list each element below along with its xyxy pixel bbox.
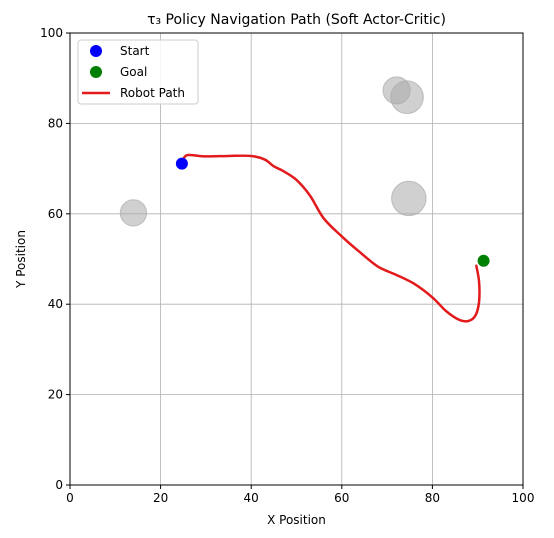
x-axis-label: X Position xyxy=(267,513,326,527)
y-tick-label: 60 xyxy=(48,207,63,221)
legend-goal-marker xyxy=(90,66,102,78)
y-tick-label: 80 xyxy=(48,116,63,130)
legend-start-marker xyxy=(90,45,102,57)
plot-frame xyxy=(69,32,524,486)
markers xyxy=(175,157,490,267)
x-tick-label: 20 xyxy=(153,491,168,505)
x-tick-label: 80 xyxy=(425,491,440,505)
x-tick-label: 60 xyxy=(334,491,349,505)
obstacle xyxy=(119,199,148,227)
legend-goal-label: Goal xyxy=(120,65,147,79)
robot-path-line xyxy=(182,153,481,323)
legend: Start Goal Robot Path xyxy=(77,39,199,105)
y-tick-label: 40 xyxy=(48,297,63,311)
legend-box xyxy=(77,39,199,105)
legend-path-label: Robot Path xyxy=(120,86,185,100)
legend-start-label: Start xyxy=(120,44,150,58)
y-tick-label: 0 xyxy=(55,478,63,492)
chart-title: τ₃ Policy Navigation Path (Soft Actor-Cr… xyxy=(147,12,446,28)
x-tick-label: 0 xyxy=(66,491,74,505)
obstacles xyxy=(119,76,427,227)
start-marker xyxy=(175,157,188,170)
x-tick-label: 40 xyxy=(244,491,259,505)
y-tick-label: 20 xyxy=(48,388,63,402)
y-tick-label: 100 xyxy=(40,26,63,40)
y-axis-label: Y Position xyxy=(14,230,28,289)
obstacle xyxy=(390,80,424,114)
goal-marker xyxy=(477,254,490,267)
robot-path-layer xyxy=(182,153,481,323)
x-tick-label: 100 xyxy=(512,491,535,505)
axis-ticks: 0 20 40 60 80 100 0 20 40 60 80 100 xyxy=(40,26,534,505)
obstacle xyxy=(391,180,427,217)
